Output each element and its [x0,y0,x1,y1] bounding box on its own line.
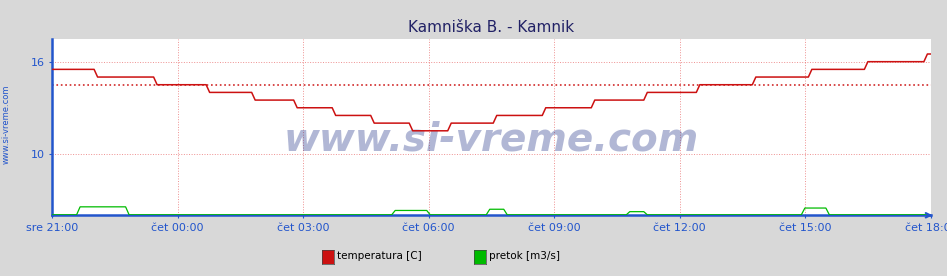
Text: pretok [m3/s]: pretok [m3/s] [489,251,560,261]
Text: www.si-vreme.com: www.si-vreme.com [2,84,11,164]
Text: temperatura [C]: temperatura [C] [337,251,421,261]
Text: www.si-vreme.com: www.si-vreme.com [284,120,699,158]
Title: Kamniška B. - Kamnik: Kamniška B. - Kamnik [408,20,575,35]
